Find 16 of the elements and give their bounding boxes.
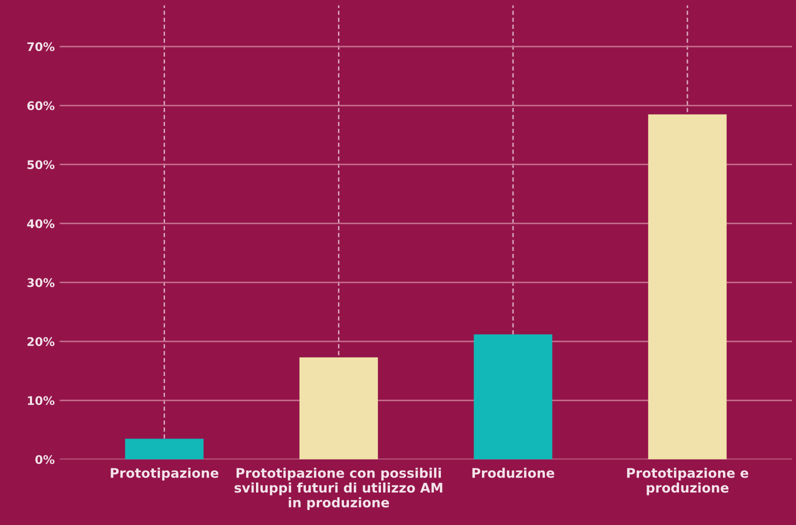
y-tick-label: 20% [28, 337, 54, 346]
y-tick-label: 60% [27, 101, 54, 110]
bar [474, 334, 552, 460]
x-tick-label: Prototipazione con possibili sviluppi futuri di utilizzo AM in produzione [234, 468, 442, 510]
x-tick-label: Prototipazione e produzione [627, 468, 748, 496]
x-tick-label: Prototipazione [110, 468, 218, 480]
y-tick-label: 10% [28, 396, 54, 406]
bar [648, 114, 727, 460]
y-tick-label: 0% [35, 455, 54, 464]
y-tick-label: 30% [27, 278, 54, 288]
y-tick-label: 70% [27, 42, 54, 52]
x-tick-label: Produzione [472, 468, 554, 478]
y-tick-label: 50% [27, 160, 54, 170]
bar [125, 438, 204, 460]
y-tick-label: 40% [27, 219, 54, 228]
bar [299, 357, 378, 460]
